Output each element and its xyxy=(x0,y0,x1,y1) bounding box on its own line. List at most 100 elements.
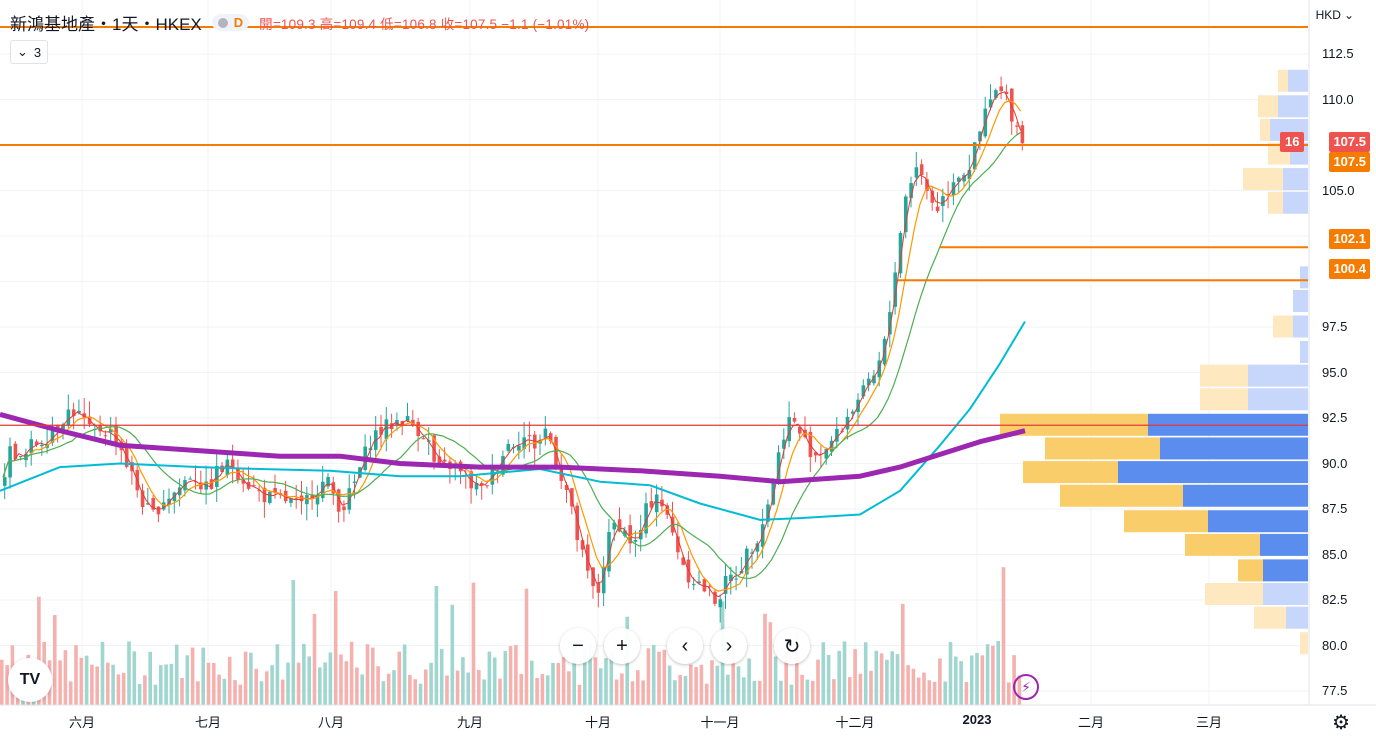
candle-body xyxy=(522,437,526,449)
gear-icon[interactable]: ⚙ xyxy=(1332,712,1350,734)
last-price-label: 107.5 xyxy=(1329,132,1370,152)
candle-body xyxy=(230,459,235,468)
volume-bar xyxy=(243,651,248,705)
volume-bar xyxy=(413,679,417,705)
volume-bar xyxy=(895,654,900,705)
volume-bar xyxy=(227,656,232,705)
volume-bar xyxy=(275,644,280,705)
volume-bar xyxy=(911,668,916,705)
volume-bar xyxy=(837,650,841,705)
candle-body xyxy=(262,487,267,503)
zoom-in-button[interactable]: + xyxy=(604,628,640,664)
candle-body xyxy=(909,183,913,199)
candle-body xyxy=(442,459,447,462)
volume-bar xyxy=(265,671,269,705)
price-tick: 82.5 xyxy=(1322,592,1348,607)
candle-body xyxy=(199,482,203,490)
volume-bar xyxy=(752,680,757,705)
volume-bar xyxy=(901,603,905,705)
volume-bar xyxy=(492,657,497,705)
tradingview-logo[interactable]: TV xyxy=(8,658,52,702)
volume-profile-up xyxy=(1208,510,1308,533)
last-price-count-label: 16 xyxy=(1280,132,1305,152)
volume-bar xyxy=(826,655,831,705)
volume-bar xyxy=(726,674,730,705)
volume-bar xyxy=(302,643,306,705)
volume-profile-down xyxy=(1200,364,1248,387)
candle-body xyxy=(533,434,537,449)
candle-body xyxy=(294,498,299,500)
volume-bar xyxy=(916,677,921,705)
ma-red-line xyxy=(2,91,1022,598)
volume-bar xyxy=(371,647,375,705)
scroll-left-button[interactable]: ‹ xyxy=(667,628,703,664)
volume-bar xyxy=(556,663,561,705)
volume-bar xyxy=(137,683,142,705)
volume-bar xyxy=(816,659,820,705)
volume-bar xyxy=(524,588,529,705)
volume-bar xyxy=(259,681,264,705)
price-tick: 112.5 xyxy=(1322,46,1354,61)
ma-orange-line xyxy=(2,100,1022,592)
candle-body xyxy=(77,410,81,413)
candle-body xyxy=(315,494,320,505)
candle-body xyxy=(893,272,897,307)
plus-icon: + xyxy=(616,634,628,657)
volume-bar xyxy=(312,613,317,705)
volume-bar xyxy=(874,650,879,705)
volume-bar xyxy=(217,674,221,705)
volume-bar xyxy=(906,665,910,705)
volume-bar xyxy=(614,679,619,705)
volume-bar xyxy=(471,582,476,705)
reset-controls: ↻ xyxy=(774,628,810,664)
candle-body xyxy=(681,557,685,565)
candle-body xyxy=(633,539,638,542)
volume-bar xyxy=(508,646,513,705)
price-tick: 80.0 xyxy=(1322,637,1348,653)
candle-body xyxy=(71,409,76,417)
volume-bar xyxy=(148,651,152,705)
volume-bar xyxy=(116,674,121,705)
volume-bar xyxy=(206,662,211,705)
candle-body xyxy=(623,530,627,536)
candle-body xyxy=(395,420,399,425)
volume-bar xyxy=(376,666,380,705)
volume-profile-up xyxy=(1288,69,1308,92)
volume-bar xyxy=(74,645,78,705)
candle-body xyxy=(888,312,892,335)
volume-bar xyxy=(858,673,863,705)
market-status-pill[interactable]: D xyxy=(211,14,250,31)
volume-bar xyxy=(1007,682,1011,705)
candle-body xyxy=(941,196,945,206)
volume-bar xyxy=(842,641,847,705)
volume-profile-down xyxy=(1278,69,1288,92)
candle-body xyxy=(723,575,728,594)
volume-bar xyxy=(79,657,84,705)
flash-icon[interactable]: ⚡ xyxy=(1013,674,1039,700)
time-label-2023: 2023 xyxy=(962,712,992,727)
volume-bar xyxy=(975,652,979,705)
price-tick: 92.5 xyxy=(1322,410,1348,425)
currency-selector[interactable]: HKD ⌄ xyxy=(1316,8,1354,22)
volume-profile-up xyxy=(1283,168,1308,191)
candle-body xyxy=(564,484,569,490)
volume-bar xyxy=(609,653,614,705)
candle-body xyxy=(103,435,108,437)
zoom-out-button[interactable]: − xyxy=(560,628,596,664)
indicators-toggle-button[interactable]: ⌄ 3 xyxy=(10,40,49,64)
volume-bar xyxy=(100,642,105,705)
reset-chart-button[interactable]: ↻ xyxy=(774,628,810,664)
candle-body xyxy=(866,378,871,386)
candle-body xyxy=(994,90,998,98)
volume-bar xyxy=(286,662,290,705)
candle-body xyxy=(904,196,908,233)
volume-profile-up xyxy=(1183,484,1308,507)
volume-profile-down xyxy=(1268,191,1283,214)
time-label-dec: 十二月 xyxy=(835,715,875,730)
scroll-right-button[interactable]: › xyxy=(711,628,747,664)
volume-profile-down xyxy=(1260,118,1270,141)
candle-body xyxy=(639,530,643,540)
volume-bar xyxy=(890,651,894,705)
ohlc-values: 開=109.3 高=109.4 低=106.8 收=107.5 −1.1 (−1… xyxy=(259,16,590,32)
